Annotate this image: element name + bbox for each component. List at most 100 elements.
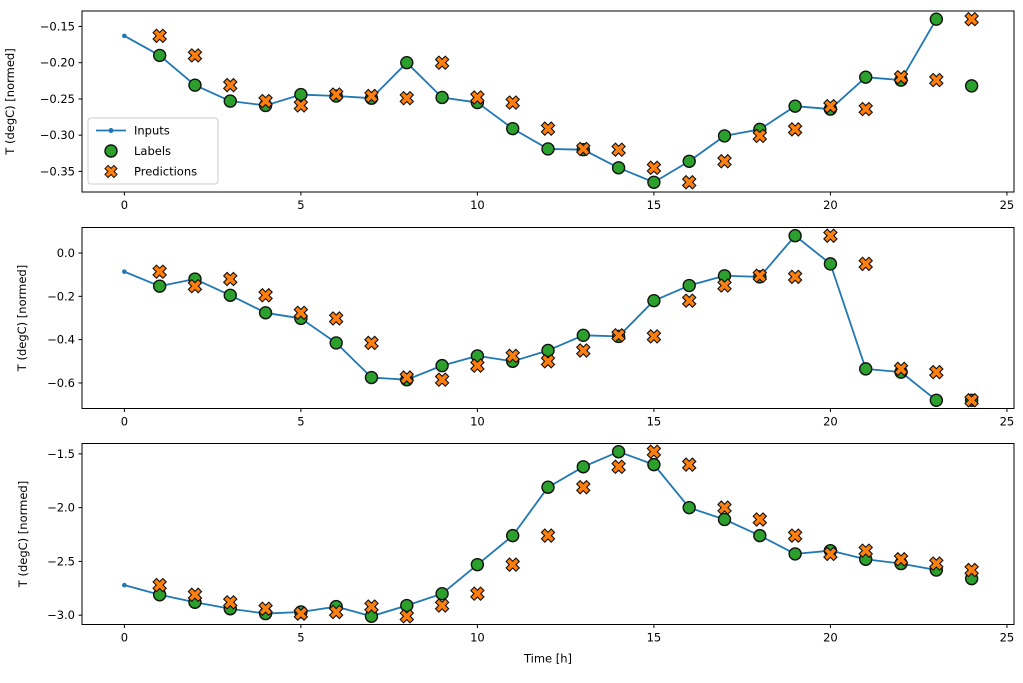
y-tick-label: −0.20 [40,56,75,70]
x-tick-label: 0 [121,631,128,645]
prediction-point [823,98,838,114]
prediction-point [364,335,379,351]
prediction-point [681,174,697,190]
label-point [505,121,520,136]
label-point [929,393,944,407]
prediction-point [893,551,909,567]
label-point [611,161,626,175]
prediction-point [152,28,168,44]
prediction-point [399,608,415,624]
prediction-point [681,457,697,472]
prediction-point [152,577,168,593]
prediction-point [222,594,238,610]
legend: Inputs Labels Predictions [87,117,219,185]
label-point [435,90,449,105]
label-point [823,257,838,271]
label-point [188,78,202,92]
prediction-point [540,121,556,137]
prediction-point [258,601,273,617]
label-point [223,288,237,302]
prediction-point [646,160,662,176]
prediction-point [717,153,732,169]
y-tick-label: −0.35 [40,164,75,178]
inputs-point [122,269,127,274]
y-axis-label: T (degC) [normed] [15,265,29,372]
label-point [152,279,167,293]
x-tick-label: 25 [1000,198,1015,212]
legend-labels-marker-sample [104,144,118,158]
label-point [364,370,379,385]
prediction-point [540,353,556,369]
prediction-point [928,72,944,88]
prediction-point [928,364,944,380]
x-tick-label: 20 [823,631,838,645]
prediction-point [611,459,626,475]
prediction-point [505,557,521,573]
y-tick-label: −0.30 [40,128,75,142]
prediction-point [470,586,485,602]
prediction-point [611,142,626,158]
prediction-point [787,269,803,285]
prediction-point [152,264,168,280]
label-point [223,94,237,108]
x-tick-label: 5 [297,631,304,645]
label-point [682,154,696,168]
x-tick-label: 10 [470,198,485,212]
label-point [400,598,414,613]
x-tick-label: 10 [470,415,485,429]
prediction-point [717,500,732,516]
prediction-point [293,606,309,621]
label-point [682,278,696,293]
prediction-point [928,556,944,571]
prediction-point [505,95,521,110]
prediction-point [646,329,662,344]
x-tick-label: 0 [121,415,128,429]
prediction-point [505,348,521,364]
prediction-point [434,55,450,71]
label-point [859,70,873,84]
prediction-point [611,327,626,343]
x-tick-label: 15 [647,415,662,429]
x-tick-label: 15 [647,198,662,212]
y-tick-label: 0.0 [57,246,75,260]
axes-frame [81,227,1015,409]
prediction-point [681,293,697,309]
label-point [647,293,661,308]
y-tick-label: −2.0 [47,501,75,515]
prediction-point [293,98,309,113]
prediction-point [893,69,909,85]
prediction-point [470,358,485,373]
prediction-point [575,141,591,157]
prediction-point [858,101,874,117]
x-tick-label: 5 [297,415,304,429]
label-point [329,336,343,350]
y-tick-label: −0.4 [47,333,75,347]
subplot-1: 0 5 10 15 20 25 −0.15 −0.20 −0.25 −0.30 −0.35 T (de… [3,10,1015,212]
label-point [258,306,273,320]
prediction-point [364,88,379,104]
prediction-point [717,278,732,293]
y-tick-label: −2.5 [47,554,75,568]
y-tick-label: −0.15 [40,19,75,33]
label-point [505,528,520,543]
label-point [435,586,449,601]
prediction-point [328,604,344,620]
prediction-point [575,343,591,358]
y-tick-label: −0.6 [47,376,75,390]
label-point [400,55,414,70]
prediction-point [964,562,979,578]
prediction-point [752,268,768,284]
prediction-point [293,305,309,321]
legend-box [87,117,219,185]
prediction-point [893,361,909,377]
y-tick-label: −3.0 [47,608,75,622]
prediction-point [399,90,415,106]
label-point [788,99,802,113]
prediction-point [858,543,874,559]
label-point [541,343,555,358]
label-point [647,457,661,472]
prediction-point [434,372,450,388]
prediction-point [187,48,203,63]
label-point [788,547,802,561]
